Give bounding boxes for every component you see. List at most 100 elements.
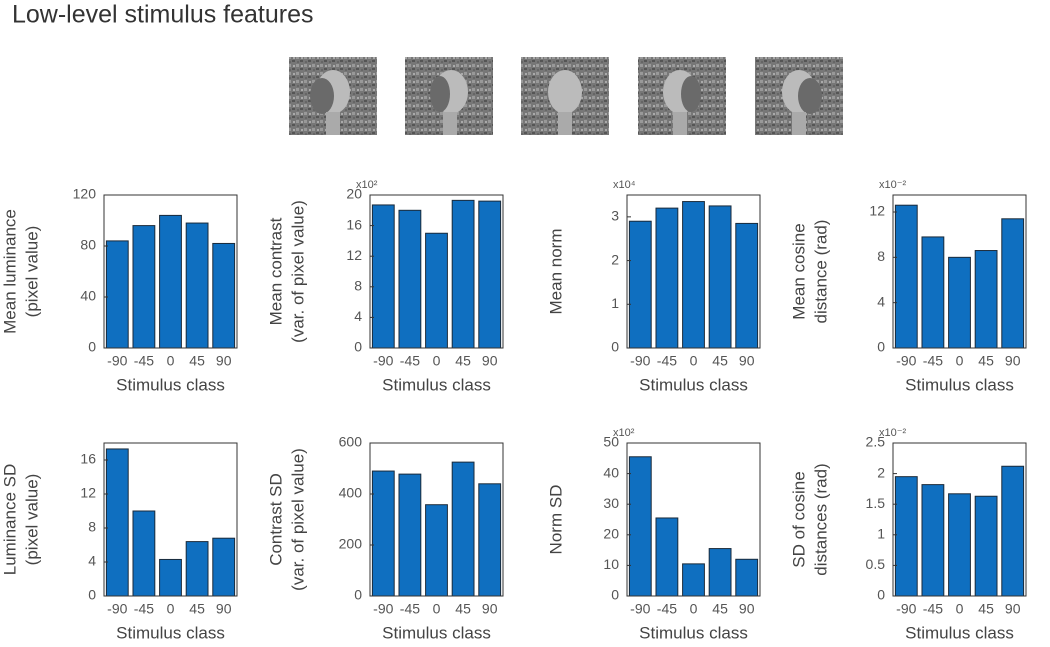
stimulus-images xyxy=(289,57,843,135)
bar xyxy=(478,200,502,349)
x-tick-label: -45 xyxy=(134,601,154,617)
x-axis-label: Stimulus class xyxy=(116,375,225,394)
y-multiplier: x10² xyxy=(356,179,378,191)
x-axis-label: Stimulus class xyxy=(639,623,748,642)
x-tick-label: 0 xyxy=(433,601,441,617)
y-tick-label: 1.5 xyxy=(866,495,886,511)
y-axis-label: Mean contrast xyxy=(266,217,285,325)
y-tick-label: 0 xyxy=(877,587,885,603)
y-tick-label: 0 xyxy=(88,339,96,355)
y-axis-label: (pixel value) xyxy=(22,226,41,318)
y-multiplier: x10⁻² xyxy=(879,427,907,439)
y-tick-label: 4 xyxy=(88,553,96,569)
x-tick-label: -45 xyxy=(923,353,943,369)
x-tick-label: 90 xyxy=(482,601,498,617)
x-tick-label: 45 xyxy=(455,601,471,617)
y-tick-label: 0 xyxy=(611,339,619,355)
y-tick-label: 0 xyxy=(88,587,96,603)
y-tick-label: 16 xyxy=(80,451,96,467)
x-axis-label: Stimulus class xyxy=(382,623,491,642)
y-tick-label: 12 xyxy=(346,247,362,263)
bar xyxy=(185,541,209,597)
axes-box xyxy=(626,442,761,597)
bar xyxy=(398,473,422,597)
y-axis-label: (var. of pixel value) xyxy=(288,448,307,591)
y-axis-label: Mean luminance xyxy=(0,209,19,334)
x-axis-label: Stimulus class xyxy=(639,375,748,394)
bar xyxy=(682,201,705,349)
y-axis-label: Norm SD xyxy=(546,485,565,555)
y-tick-label: 30 xyxy=(603,495,619,511)
bar xyxy=(132,510,156,597)
bar xyxy=(105,448,129,597)
x-tick-label: 90 xyxy=(739,353,755,369)
x-tick-label: 90 xyxy=(482,353,498,369)
bar xyxy=(371,204,395,349)
y-axis-label: Mean norm xyxy=(546,229,565,315)
x-tick-label: -90 xyxy=(630,353,650,369)
x-tick-label: 45 xyxy=(455,353,471,369)
bar xyxy=(682,563,705,597)
bar xyxy=(451,199,475,349)
y-tick-label: 120 xyxy=(73,186,97,202)
x-tick-label: -90 xyxy=(107,353,127,369)
y-axis-label: (var. of pixel value) xyxy=(288,200,307,343)
x-tick-label: -90 xyxy=(373,601,393,617)
x-tick-label: -90 xyxy=(630,601,650,617)
x-tick-label: -45 xyxy=(134,353,154,369)
y-axis-label: SD of cosine xyxy=(789,471,808,567)
bar xyxy=(425,232,448,349)
x-tick-label: 90 xyxy=(1005,601,1021,617)
bar xyxy=(921,236,945,349)
y-multiplier: x10⁻² xyxy=(879,179,907,191)
x-tick-label: 45 xyxy=(978,601,994,617)
bar xyxy=(628,220,652,349)
x-tick-label: 45 xyxy=(712,601,728,617)
y-tick-label: 16 xyxy=(346,216,362,232)
bar xyxy=(708,548,732,597)
bar xyxy=(212,537,236,597)
y-tick-label: 0 xyxy=(354,339,362,355)
x-tick-label: -90 xyxy=(896,601,916,617)
y-tick-label: 2 xyxy=(877,464,885,480)
y-tick-label: 40 xyxy=(80,288,96,304)
bar xyxy=(159,214,182,349)
bar xyxy=(451,461,475,597)
y-tick-label: 8 xyxy=(88,519,96,535)
bar xyxy=(735,222,759,349)
y-tick-label: 2 xyxy=(611,251,619,267)
bar xyxy=(948,493,971,597)
x-tick-label: -90 xyxy=(896,353,916,369)
axes-box xyxy=(369,442,504,597)
face-image xyxy=(521,57,609,135)
y-tick-label: 12 xyxy=(869,203,885,219)
face-image xyxy=(755,57,843,135)
face-image xyxy=(289,57,377,135)
x-tick-label: 0 xyxy=(956,353,964,369)
x-tick-label: 0 xyxy=(690,353,698,369)
x-tick-label: 90 xyxy=(216,353,232,369)
x-tick-label: -45 xyxy=(923,601,943,617)
bar xyxy=(974,495,998,597)
y-tick-label: 8 xyxy=(877,248,885,264)
x-tick-label: 0 xyxy=(167,353,175,369)
y-axis-label: Contrast SD xyxy=(266,473,285,566)
y-tick-label: 0.5 xyxy=(866,556,886,572)
y-axis-label: Mean cosine xyxy=(789,223,808,319)
face-image xyxy=(405,57,493,135)
bar xyxy=(478,483,502,597)
bar xyxy=(371,470,395,597)
y-tick-label: 600 xyxy=(339,434,363,450)
x-tick-label: 45 xyxy=(189,353,205,369)
axes-box xyxy=(892,442,1027,597)
bar xyxy=(628,456,652,597)
y-tick-label: 4 xyxy=(877,293,885,309)
axes-box xyxy=(626,194,761,349)
bar xyxy=(105,240,129,349)
y-tick-label: 0 xyxy=(354,587,362,603)
bar xyxy=(708,205,732,349)
axes-box xyxy=(103,442,238,597)
x-tick-label: -45 xyxy=(657,601,677,617)
x-tick-label: 90 xyxy=(216,601,232,617)
